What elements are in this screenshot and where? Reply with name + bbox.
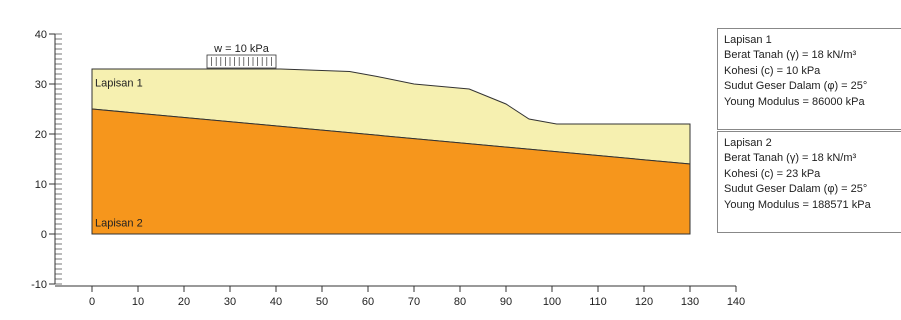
layer-2-label: Lapisan 2 xyxy=(95,218,143,230)
load-label: w = 10 kPa xyxy=(213,43,270,55)
y-tick-label: 20 xyxy=(35,129,47,141)
x-tick-label: 100 xyxy=(543,296,561,308)
x-tick-label: 0 xyxy=(89,296,95,308)
layer-1-title: Lapisan 1 xyxy=(724,34,772,46)
x-tick-label: 60 xyxy=(362,296,374,308)
x-tick-label: 10 xyxy=(132,296,144,308)
y-tick-label: 10 xyxy=(35,179,47,191)
layer-2-friction-angle: Sudut Geser Dalam (φ) = 25° xyxy=(724,183,868,196)
x-tick-label: 20 xyxy=(178,296,190,308)
layer-1-friction-angle: Sudut Geser Dalam (φ) = 25° xyxy=(724,80,868,93)
y-tick-label: -10 xyxy=(31,279,47,291)
layer-2-unit-weight: Berat Tanah (γ) = 18 kN/m³ xyxy=(724,152,857,165)
surcharge-load xyxy=(206,54,277,69)
layer-1-properties-box: Lapisan 1 Berat Tanah (γ) = 18 kN/m³ Koh… xyxy=(717,28,901,130)
layer-2-young-modulus: Young Modulus = 188571 kPa xyxy=(724,198,871,211)
layer-2-title: Lapisan 2 xyxy=(724,137,772,149)
x-tick-label: 130 xyxy=(681,296,699,308)
y-axis-ticks: 40 30 20 10 0 -10 xyxy=(31,29,55,291)
layer-1-label: Lapisan 1 xyxy=(95,78,143,90)
layer-1-unit-weight: Berat Tanah (γ) = 18 kN/m³ xyxy=(724,49,857,62)
x-axis-ticks: 0 10 20 30 40 50 60 70 80 90 100 110 120 130 140 xyxy=(89,286,745,308)
y-axis-minor-ticks xyxy=(55,33,62,285)
x-tick-label: 40 xyxy=(270,296,282,308)
x-tick-label: 120 xyxy=(635,296,653,308)
layer-2-cohesion: Kohesi (c) = 23 kPa xyxy=(724,167,821,180)
y-tick-label: 40 xyxy=(35,29,47,41)
x-tick-label: 50 xyxy=(316,296,328,308)
x-tick-label: 80 xyxy=(454,296,466,308)
layer-1-cohesion: Kohesi (c) = 10 kPa xyxy=(724,64,821,77)
x-tick-label: 90 xyxy=(500,296,512,308)
layer-1-young-modulus: Young Modulus = 86000 kPa xyxy=(724,95,865,108)
layer-2-properties-box: Lapisan 2 Berat Tanah (γ) = 18 kN/m³ Koh… xyxy=(717,131,901,233)
x-tick-label: 30 xyxy=(224,296,236,308)
x-tick-label: 140 xyxy=(727,296,745,308)
x-tick-label: 110 xyxy=(589,296,607,308)
y-tick-label: 30 xyxy=(35,79,47,91)
x-tick-label: 70 xyxy=(408,296,420,308)
load-box xyxy=(206,54,277,69)
layer-2-region xyxy=(91,108,691,235)
y-tick-label: 0 xyxy=(41,229,47,241)
